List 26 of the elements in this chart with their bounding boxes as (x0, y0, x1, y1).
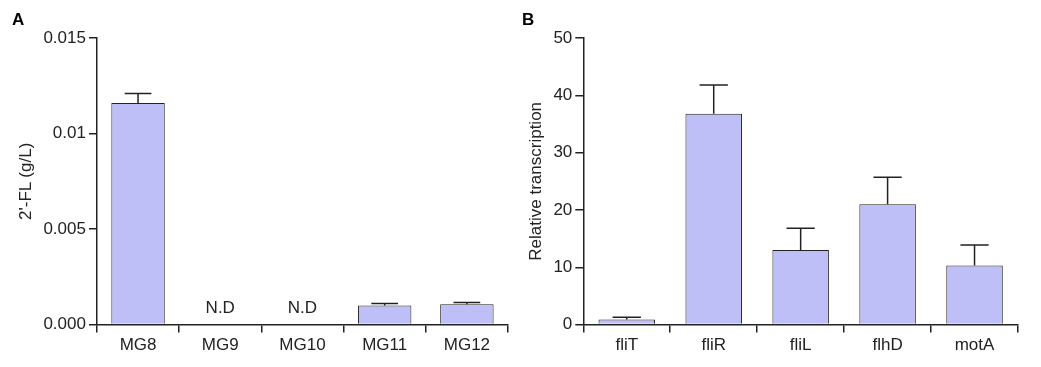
y-tick-label: 50 (553, 27, 573, 47)
x-tick-label: MG8 (119, 335, 157, 355)
chart-title: B (522, 10, 535, 30)
annotation: N.D (205, 297, 235, 317)
x-tick-label: motA (954, 335, 996, 355)
y-axis-title: 2'-FL (g/L) (15, 142, 35, 220)
x-tick-label: MG10 (279, 335, 326, 355)
x-tick-label: fliT (615, 335, 639, 355)
y-tick-label: 0 (562, 314, 573, 334)
x-tick-label: MG11 (362, 335, 408, 355)
chart-title: A (12, 10, 25, 30)
y-tick-label: 0.000 (43, 314, 86, 334)
y-tick-label: 0.01 (52, 123, 86, 143)
x-tick-label: MG9 (201, 335, 239, 355)
y-tick-label: 0.005 (43, 218, 86, 238)
x-tick-label: fliL (789, 335, 812, 355)
x-tick-label: fliR (701, 335, 726, 355)
x-tick-label: MG12 (443, 335, 491, 355)
x-tick-label: flhD (872, 335, 903, 355)
y-axis-title: Relative transcription (525, 101, 545, 261)
y-tick-label: 40 (553, 85, 573, 105)
y-tick-label: 10 (553, 256, 573, 276)
y-tick-label: 20 (553, 199, 573, 219)
y-tick-label: 30 (553, 142, 573, 162)
y-tick-label: 0.015 (43, 27, 86, 47)
annotation: N.D (287, 297, 318, 317)
